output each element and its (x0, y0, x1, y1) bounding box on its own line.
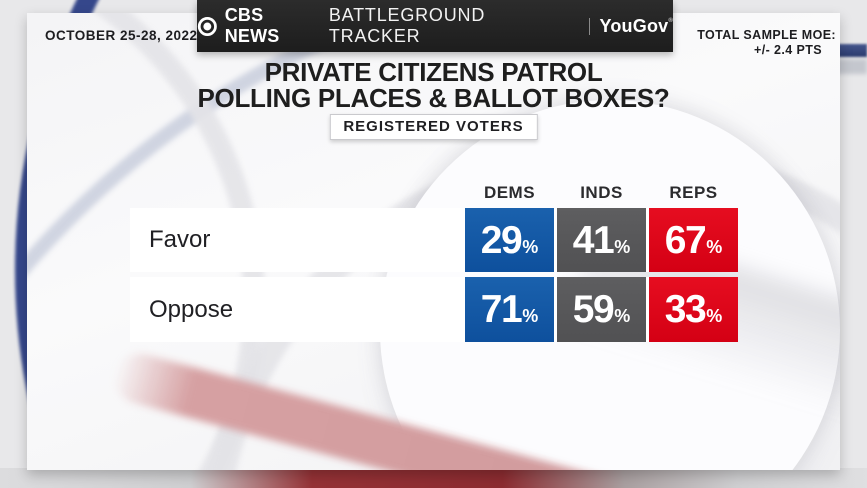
page-title: PRIVATE CITIZENS PATROL POLLING PLACES &… (27, 57, 840, 113)
value: 59 (572, 288, 615, 331)
row-label: Favor (130, 208, 462, 272)
percent-sign: % (706, 237, 723, 257)
moe-value: +/- 2.4 PTS (754, 43, 822, 57)
column-header-inds: INDS (580, 183, 623, 202)
program-name: BATTLEGROUND TRACKER (328, 5, 486, 46)
cell-favor-reps: 67% (649, 208, 738, 272)
header-spacer (130, 183, 462, 203)
value: 29 (480, 219, 523, 262)
network-name: CBS NEWS (224, 5, 280, 46)
value: 33 (664, 288, 707, 331)
poll-date-range: OCTOBER 25-28, 2022 (45, 28, 198, 43)
content-card: OCTOBER 25-28, 2022 TOTAL SAMPLE MOE: +/… (27, 13, 840, 470)
value: 41 (572, 219, 615, 262)
value: 67 (664, 219, 707, 262)
cell-oppose-inds: 59% (557, 277, 646, 342)
title-line-1: PRIVATE CITIZENS PATROL (264, 57, 603, 87)
cell-favor-dems: 29% (465, 208, 554, 272)
percent-sign: % (706, 306, 723, 326)
column-header-reps: REPS (669, 183, 718, 202)
value: 71 (480, 288, 523, 331)
registered-mark: ® (668, 17, 673, 24)
audience-badge: REGISTERED VOTERS (329, 114, 538, 140)
percent-sign: % (522, 306, 539, 326)
swirl-pink-band (109, 348, 840, 470)
percent-sign: % (614, 237, 631, 257)
table-column-headers: DEMS INDS REPS (130, 183, 738, 203)
poll-results-table: Favor 29% 41% 67% Oppose 71% 59% (130, 208, 738, 342)
brand-banner: CBS NEWS BATTLEGROUND TRACKER YouGov® (197, 0, 673, 52)
percent-sign: % (522, 237, 539, 257)
margin-of-error: TOTAL SAMPLE MOE: +/- 2.4 PTS (697, 28, 836, 58)
title-line-2: POLLING PLACES & BALLOT BOXES? (197, 82, 670, 113)
table-row-favor: Favor 29% 41% 67% (130, 208, 738, 272)
cell-favor-inds: 41% (557, 208, 646, 272)
percent-sign: % (614, 306, 631, 326)
partner-logo: YouGov® (599, 15, 673, 36)
banner-divider (588, 17, 590, 35)
cell-oppose-reps: 33% (649, 277, 738, 342)
row-label: Oppose (130, 277, 462, 342)
moe-label: TOTAL SAMPLE MOE: (697, 28, 836, 42)
column-header-dems: DEMS (483, 183, 536, 202)
table-row-oppose: Oppose 71% 59% 33% (130, 277, 738, 342)
cell-oppose-dems: 71% (465, 277, 554, 342)
cbs-eye-icon (197, 16, 217, 36)
swirl-red-strip-bottom (0, 468, 867, 488)
